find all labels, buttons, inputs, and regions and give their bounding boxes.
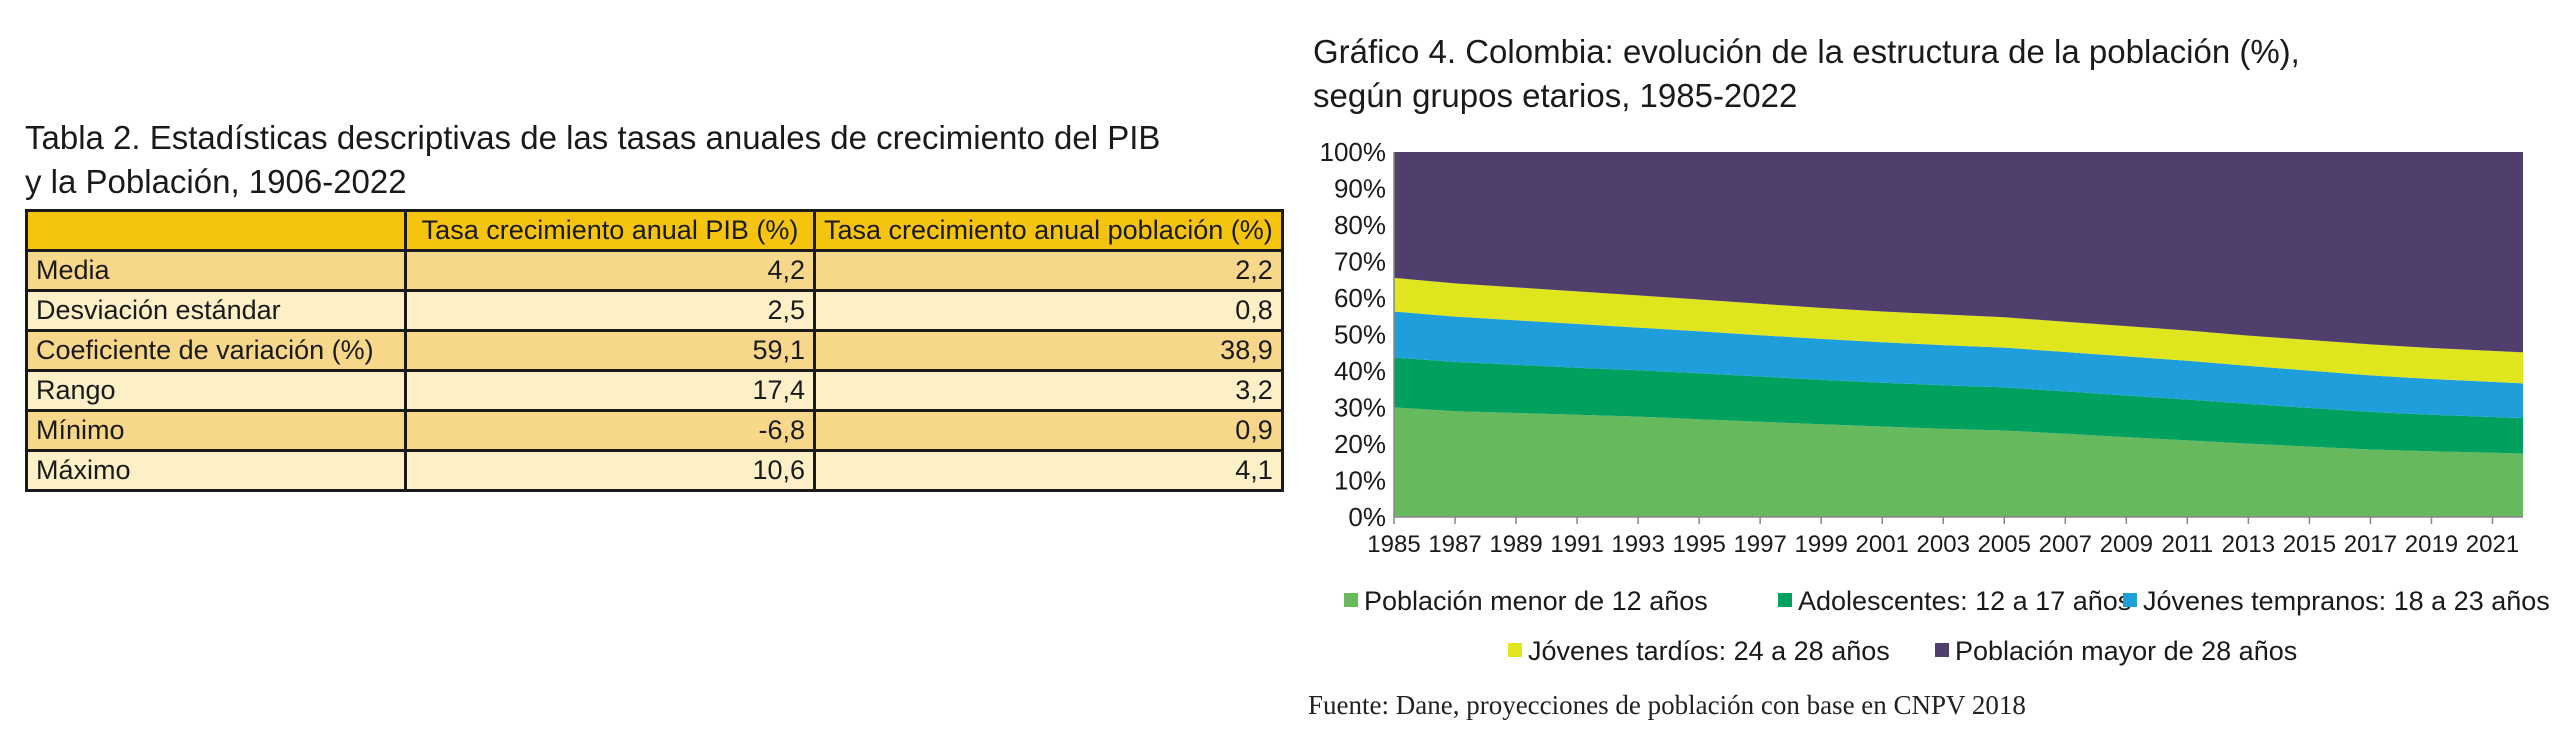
table-header-empty [25,209,407,252]
table-title-line-2: y la Población, 1906-2022 [25,163,407,200]
pib-value: 4,2 [404,249,816,292]
table-header-row: Tasa crecimiento anual PIB (%) Tasa crec… [25,209,1284,252]
x-tick-label: 1985 [1367,531,1420,558]
row-label: Media [25,249,407,292]
x-tick-label: 2001 [1856,531,1909,558]
table-row: Mínimo -6,8 0,9 [25,409,1284,452]
y-tick-label: 0% [1348,502,1386,532]
legend-label: Jóvenes tempranos: 18 a 23 años [2143,586,2550,616]
x-tick-label: 1989 [1489,531,1542,558]
x-tick-label: 2011 [2162,531,2214,558]
row-label: Coeficiente de variación (%) [25,329,407,372]
y-tick-label: 70% [1334,247,1386,277]
x-tick-label: 1991 [1550,531,1603,558]
pib-value: 59,1 [404,329,816,372]
chart-title: Gráfico 4. Colombia: evolución de la est… [1313,30,2543,118]
pib-value: 10,6 [404,449,816,492]
y-tick-label: 80% [1334,210,1386,240]
poblacion-value: 0,9 [813,409,1284,452]
x-tick-label: 1999 [1794,531,1847,558]
poblacion-value: 3,2 [813,369,1284,412]
legend-label: Adolescentes: 12 a 17 años [1798,586,2131,616]
table-title: Tabla 2. Estadísticas descriptivas de la… [25,116,1225,204]
table-row: Desviación estándar 2,5 0,8 [25,289,1284,332]
row-label: Desviación estándar [25,289,407,332]
x-tick-label: 1995 [1672,531,1725,558]
legend-label: Jóvenes tardíos: 24 a 28 años [1528,636,1890,666]
table-row: Coeficiente de variación (%) 59,1 38,9 [25,329,1284,372]
legend-swatch [1508,643,1522,657]
legend-label: Población mayor de 28 años [1955,636,2297,666]
table-row: Rango 17,4 3,2 [25,369,1284,412]
table-header-poblacion: Tasa crecimiento anual población (%) [813,209,1284,252]
x-tick-label: 2009 [2100,531,2153,558]
poblacion-value: 38,9 [813,329,1284,372]
y-tick-label: 10% [1334,466,1386,496]
y-tick-label: 20% [1334,429,1386,459]
series-area-3 [1394,311,2523,419]
x-tick-label: 2019 [2405,531,2458,558]
x-tick-label: 2003 [1917,531,1970,558]
pib-value: 17,4 [404,369,816,412]
x-tick-label: 1997 [1733,531,1786,558]
chart-title-line-2: según grupos etarios, 1985-2022 [1313,77,1798,114]
x-tick-label: 2017 [2344,531,2397,558]
x-tick-label: 2015 [2283,531,2336,558]
y-tick-label: 100% [1320,137,1387,167]
series-area-5 [1394,152,2523,353]
y-tick-label: 40% [1334,356,1386,386]
y-tick-label: 90% [1334,174,1386,204]
x-tick-label: 2013 [2222,531,2275,558]
series-area-2 [1394,357,2523,454]
legend-swatch [2123,593,2137,607]
series-area-1 [1394,407,2523,517]
y-tick-label: 50% [1334,320,1386,350]
poblacion-value: 2,2 [813,249,1284,292]
legend-swatch [1935,643,1949,657]
poblacion-value: 0,8 [813,289,1284,332]
row-label: Rango [25,369,407,412]
x-tick-label: 2007 [2039,531,2092,558]
x-tick-label: 2021 [2466,531,2519,558]
table-header-pib: Tasa crecimiento anual PIB (%) [404,209,816,252]
table-row: Media 4,2 2,2 [25,249,1284,292]
statistics-table: Tasa crecimiento anual PIB (%) Tasa crec… [25,209,1284,492]
x-tick-label: 2005 [1978,531,2031,558]
chart-title-line-1: Gráfico 4. Colombia: evolución de la est… [1313,33,2300,70]
pib-value: -6,8 [404,409,816,452]
legend-swatch [1778,593,1792,607]
y-tick-label: 60% [1334,283,1386,313]
legend-label: Población menor de 12 años [1364,586,1708,616]
table-row: Máximo 10,6 4,1 [25,449,1284,492]
row-label: Máximo [25,449,407,492]
x-tick-label: 1993 [1611,531,1664,558]
chart-source: Fuente: Dane, proyecciones de población … [1308,690,2026,720]
table-title-line-1: Tabla 2. Estadísticas descriptivas de la… [25,119,1161,156]
poblacion-value: 4,1 [813,449,1284,492]
legend-swatch [1344,593,1358,607]
row-label: Mínimo [25,409,407,452]
x-tick-label: 1987 [1428,531,1481,558]
pib-value: 2,5 [404,289,816,332]
series-area-4 [1394,277,2523,384]
population-structure-chart: 0% 10% 20% 30% 40% 50% 60% 70% 80% 90% 100% 1985 198… [1320,137,2550,666]
y-tick-label: 30% [1334,393,1386,423]
